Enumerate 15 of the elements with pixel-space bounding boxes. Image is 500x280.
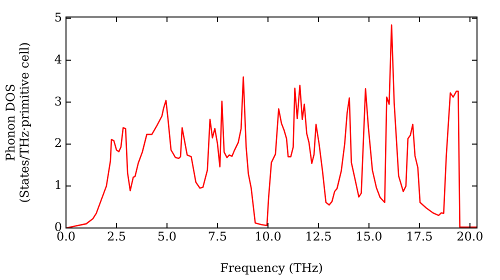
x-tick-label: 10.0 (254, 229, 282, 244)
y-axis-title: Phonon DOS (States/THz·primitive cell) (3, 42, 32, 203)
y-tick-label: 5 (54, 10, 62, 24)
x-tick-label: 2.5 (106, 229, 126, 244)
y-tick-label: 1 (54, 178, 62, 192)
x-tick-label: 20.0 (456, 229, 484, 244)
y-tick-label: 2 (54, 136, 62, 150)
x-tick-label: 15.0 (356, 229, 382, 244)
y-tick-label: 4 (54, 52, 62, 66)
x-tick-label: 7.5 (208, 229, 228, 244)
y-tick-label: 3 (54, 94, 62, 108)
x-tick-label: 5.0 (157, 229, 177, 244)
x-tick-label: 17.5 (406, 229, 433, 244)
x-axis-title: Frequency (THz) (220, 260, 323, 275)
x-tick-label: 12.5 (305, 229, 332, 244)
